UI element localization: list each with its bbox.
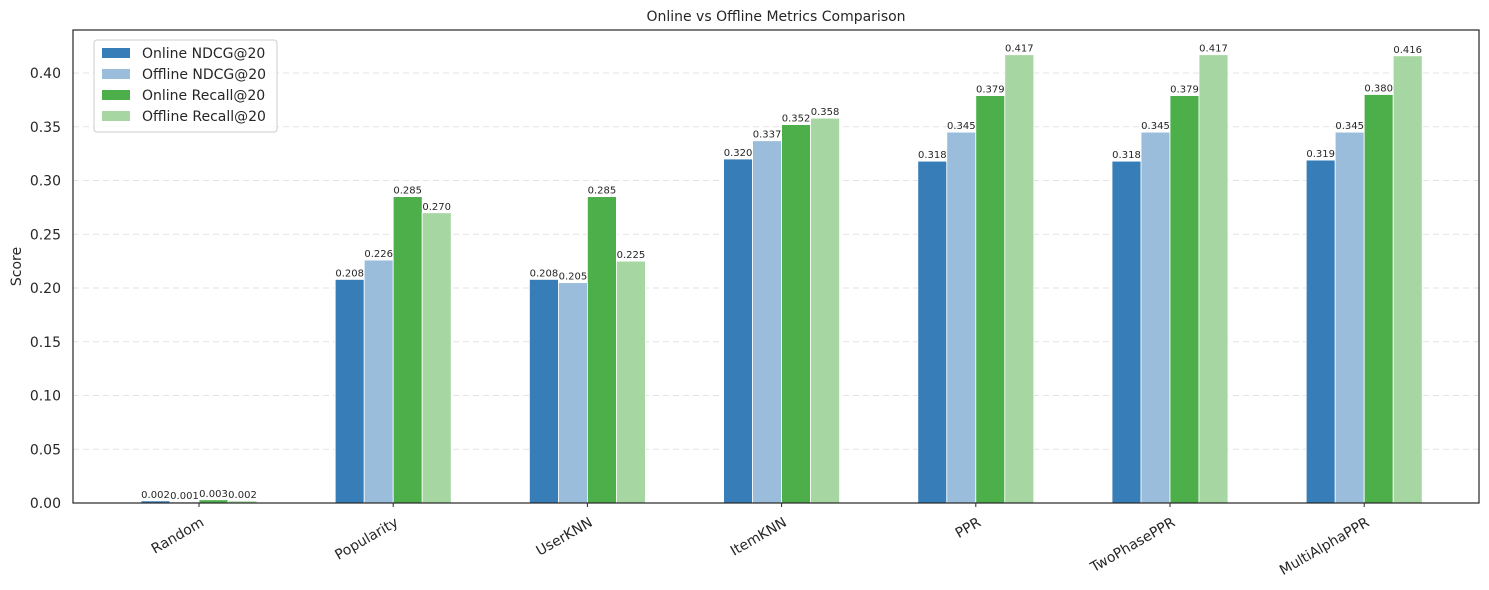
bar: [334, 278, 365, 504]
bar-value-label: 0.352: [782, 114, 811, 125]
legend-label: Offline NDCG@20: [142, 67, 266, 83]
y-axis-label: Score: [9, 247, 25, 286]
bar: [1392, 55, 1423, 504]
bar-value-label: 0.318: [918, 150, 947, 161]
x-tick-label: UserKNN: [534, 515, 596, 560]
bar: [975, 95, 1006, 504]
bar: [781, 124, 811, 504]
bar-value-label: 0.002: [228, 490, 257, 501]
x-axis-ticks: Random Popularity UserKNN ItemKNN PPR TwoPhas…: [149, 503, 1372, 579]
bar: [946, 131, 977, 504]
bar-value-label: 0.003: [199, 489, 228, 500]
bar-value-label: 0.380: [1364, 84, 1393, 95]
bar-value-label: 0.416: [1393, 45, 1422, 56]
y-tick-label: 0.25: [30, 227, 61, 243]
bar: [529, 278, 559, 504]
bar-value-label: 0.417: [1199, 44, 1228, 55]
plot-frame: [72, 29, 1480, 504]
bar-value-label: 0.337: [753, 130, 782, 141]
x-tick-label: Random: [149, 515, 207, 558]
bar-value-label: 0.320: [724, 148, 753, 159]
bar: [587, 196, 617, 504]
bar-value-label: 0.001: [170, 491, 199, 502]
bar-value-label: 0.270: [422, 202, 451, 213]
chart-title: Online vs Offline Metrics Comparison: [646, 9, 905, 25]
x-tick-label: ItemKNN: [728, 515, 790, 560]
bar-value-labels: 0.002 0.001 0.003 0.0020.2080.2260.2850.270…: [141, 44, 1422, 502]
legend-box: [93, 39, 278, 133]
y-tick-label: 0.10: [30, 389, 61, 405]
y-tick-label: 0.35: [30, 120, 61, 136]
y-axis-ticks: 0.00 0.05 0.10 0.15 0.20 0.25 0.30 0.35 0.40: [30, 66, 61, 512]
y-tick-label: 0.00: [30, 496, 61, 512]
bar: [558, 282, 588, 504]
y-tick-label: 0.40: [30, 66, 61, 82]
bar-value-label: 0.345: [1141, 121, 1170, 132]
bar: [421, 212, 452, 504]
bar: [616, 260, 646, 504]
bar-value-label: 0.285: [588, 186, 617, 197]
legend-swatch: [102, 48, 130, 58]
y-tick-label: 0.30: [30, 174, 61, 190]
bar: [723, 158, 753, 504]
bar: [1334, 131, 1365, 504]
bars: [140, 54, 1423, 504]
bar-value-label: 0.285: [393, 186, 422, 197]
bar: [1169, 95, 1200, 504]
y-tick-label: 0.05: [30, 442, 61, 458]
bar: [1363, 94, 1394, 504]
bar-value-label: 0.226: [364, 249, 393, 260]
bar-value-label: 0.358: [811, 107, 840, 118]
bar-value-label: 0.379: [976, 85, 1005, 96]
x-tick-label: PPR: [953, 514, 984, 541]
legend-label: Online NDCG@20: [142, 46, 265, 62]
x-tick-label: MultiAlphaPPR: [1277, 514, 1372, 578]
x-tick-label: TwoPhasePPR: [1087, 514, 1178, 576]
bar: [752, 140, 782, 504]
legend-label: Online Recall@20: [142, 88, 265, 104]
bar-value-label: 0.417: [1005, 44, 1034, 55]
bar-value-label: 0.318: [1112, 150, 1141, 161]
legend: Online NDCG@20 Offline NDCG@20 Online Reca…: [93, 39, 278, 133]
bar: [363, 259, 394, 504]
bar-value-label: 0.345: [1335, 121, 1364, 132]
y-tick-label: 0.15: [30, 335, 61, 351]
bar: [392, 196, 423, 504]
bar: [1004, 54, 1035, 504]
bar-value-label: 0.208: [335, 268, 364, 279]
bar-value-label: 0.379: [1170, 85, 1199, 96]
legend-swatch: [102, 69, 130, 79]
legend-swatch: [102, 90, 130, 100]
bar: [1198, 54, 1229, 504]
legend-swatch: [102, 111, 130, 121]
bar: [1111, 160, 1142, 504]
bar: [810, 117, 840, 504]
bar: [917, 160, 948, 504]
bar-value-label: 0.345: [947, 121, 976, 132]
bar: [1305, 159, 1336, 504]
legend-label: Offline Recall@20: [142, 109, 266, 125]
bar-value-label: 0.225: [617, 250, 646, 261]
x-tick-label: Popularity: [332, 515, 401, 564]
y-tick-label: 0.20: [30, 281, 61, 297]
bar-value-label: 0.205: [559, 272, 588, 283]
bar-value-label: 0.319: [1306, 149, 1335, 160]
bar-value-label: 0.208: [530, 268, 559, 279]
bar-value-label: 0.002: [141, 490, 170, 501]
bar: [1140, 131, 1171, 504]
